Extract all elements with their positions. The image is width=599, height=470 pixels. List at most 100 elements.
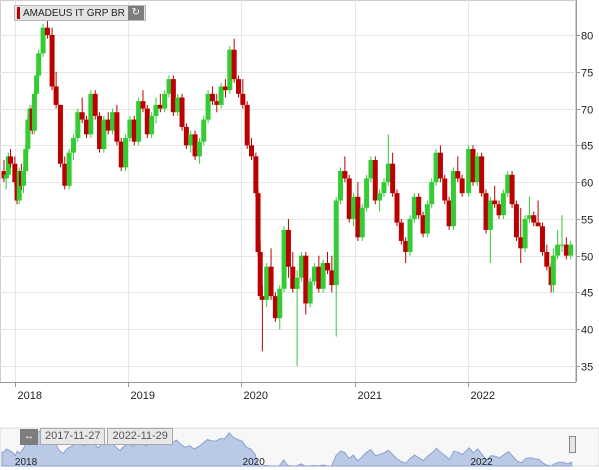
candle: [201, 115, 207, 146]
candle: [544, 244, 550, 271]
candle: [205, 90, 211, 124]
range-arrows-icon[interactable]: ↔: [20, 428, 38, 445]
candlestick-chart[interactable]: 35 40 45 50 55 60 65 70 75 80 2018 2019 2020 2021 2022: [0, 0, 599, 412]
candle: [249, 137, 255, 161]
candle-body: [92, 93, 98, 116]
candle-body: [513, 204, 519, 238]
candle-body: [131, 119, 137, 142]
y-tick-label: 50: [581, 252, 593, 264]
candle: [244, 101, 250, 150]
candle: [377, 189, 383, 212]
navigator-x-label: 2020: [243, 457, 266, 468]
refresh-icon[interactable]: ↻: [127, 6, 144, 20]
candle: [53, 71, 59, 109]
candle-body: [518, 237, 524, 249]
candle: [214, 93, 220, 113]
start-date-input[interactable]: 2017-11-27: [40, 428, 106, 445]
candle: [188, 130, 194, 153]
legend-label: AMADEUS IT GRP BR: [23, 7, 125, 19]
candle-body: [201, 119, 207, 142]
candle: [416, 193, 422, 219]
candle-body: [25, 119, 31, 150]
candle: [118, 137, 124, 172]
candle-body: [244, 104, 250, 146]
candle-body: [118, 141, 124, 168]
candle-body: [140, 101, 146, 109]
candle: [294, 270, 300, 366]
candle-body: [40, 27, 46, 54]
candle-body: [21, 171, 27, 186]
candle: [372, 156, 378, 205]
candle-body: [153, 104, 159, 116]
candle: [272, 292, 278, 322]
candle: [398, 218, 404, 245]
candle-body: [179, 97, 185, 127]
y-tick-label: 45: [581, 288, 593, 300]
legend-swatch: [17, 7, 20, 19]
candle: [568, 240, 574, 260]
candle-body: [23, 149, 29, 172]
candle-body: [105, 119, 111, 131]
candle: [140, 90, 146, 113]
navigator-right-handle[interactable]: [569, 436, 576, 453]
candle-body: [500, 193, 506, 216]
candle-body: [531, 215, 537, 223]
candle: [518, 207, 524, 264]
candle-body: [257, 251, 263, 297]
candle: [407, 215, 413, 256]
candle: [144, 104, 150, 138]
candle-body: [144, 108, 150, 135]
plot-frame: [0, 0, 576, 383]
candle: [70, 134, 76, 161]
candle: [509, 171, 515, 208]
candle: [290, 251, 296, 293]
candle: [329, 255, 335, 293]
candle: [75, 108, 81, 142]
navigator-area-path: [1, 429, 573, 467]
series-legend[interactable]: AMADEUS IT GRP BR ↻: [14, 5, 146, 21]
candle-body: [470, 149, 476, 183]
grid: [0, 0, 576, 383]
candles: [1, 16, 574, 366]
candle: [264, 263, 270, 308]
candle-body: [166, 79, 172, 94]
candle-body: [450, 171, 456, 227]
candle-body: [433, 152, 439, 183]
y-tick-label: 80: [581, 31, 593, 43]
candle-body: [290, 266, 296, 289]
candle: [390, 152, 396, 197]
candle-body: [505, 174, 511, 194]
candle-body: [101, 119, 107, 150]
candle: [394, 189, 400, 227]
candle-body: [264, 266, 270, 300]
candle: [157, 93, 163, 113]
candle-body: [411, 196, 417, 219]
candle-body: [149, 115, 155, 135]
x-tick-label: 2020: [244, 390, 268, 402]
candle-body: [8, 156, 14, 164]
candle: [483, 189, 489, 234]
candle: [40, 23, 46, 58]
candle-body: [88, 93, 94, 135]
candle-body: [114, 112, 120, 142]
candle-body: [446, 200, 452, 227]
candle: [411, 193, 417, 223]
candle-body: [359, 207, 365, 238]
candle: [403, 237, 409, 264]
end-date-input[interactable]: 2022-11-29: [107, 428, 173, 445]
candle-body: [420, 215, 426, 234]
candle-body: [75, 112, 81, 138]
candle: [25, 115, 31, 153]
candle: [240, 79, 246, 109]
candle-body: [277, 288, 283, 319]
candle: [101, 115, 107, 153]
candle: [131, 115, 137, 146]
x-tick-label: 2018: [18, 390, 42, 402]
candle-body: [249, 145, 255, 157]
candle: [355, 182, 361, 241]
candle: [231, 38, 237, 83]
y-tick-label: 55: [581, 215, 593, 227]
candle-body: [57, 104, 63, 164]
candle: [21, 167, 27, 194]
candle: [446, 196, 452, 230]
